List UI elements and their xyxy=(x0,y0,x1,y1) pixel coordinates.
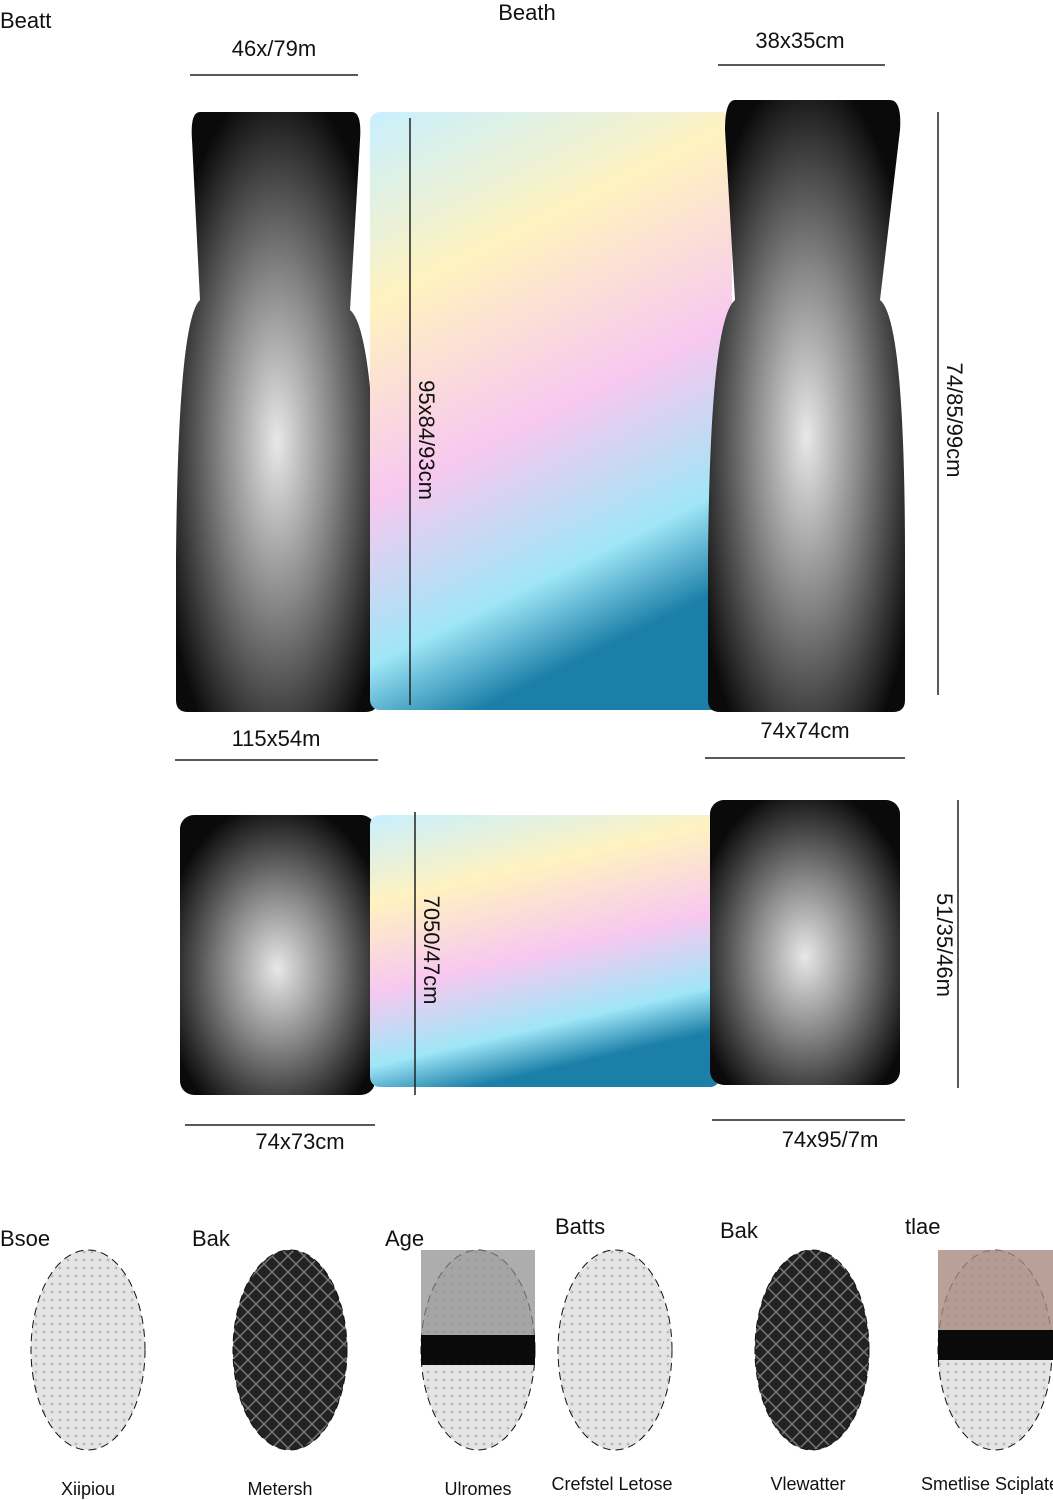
swatch-caption: Metersh xyxy=(247,1479,312,1499)
swatch xyxy=(30,1249,146,1451)
swatch-stripe xyxy=(421,1335,535,1365)
seat-front xyxy=(708,100,905,712)
swatch-title: Batts xyxy=(555,1214,605,1239)
dim-label: 74x73cm xyxy=(255,1129,344,1154)
dim-label: 7050/47cm xyxy=(419,896,444,1005)
backrest-cover xyxy=(370,112,732,710)
swatch-title: tlae xyxy=(905,1214,940,1239)
dim-label: 95x84/93cm xyxy=(414,380,439,500)
dim-label: 46x/79m xyxy=(232,36,316,61)
seat-front xyxy=(176,112,378,712)
swatch-caption: Xiipiou xyxy=(61,1479,115,1499)
swatch-title: Age xyxy=(385,1226,424,1251)
header-left: Beatt xyxy=(0,8,51,33)
dim-label: 38x35cm xyxy=(755,28,844,53)
swatch-title: Bak xyxy=(720,1218,759,1243)
dim-label: 74/85/99cm xyxy=(942,363,967,478)
swatch-caption: Ulromes xyxy=(444,1479,511,1499)
covers xyxy=(176,100,905,1095)
dim-label: 115x54m xyxy=(232,726,321,751)
swatch-top xyxy=(938,1250,1053,1330)
swatch xyxy=(232,1249,348,1451)
header-center: Beath xyxy=(498,0,556,25)
dim-label: 51/35/46m xyxy=(932,893,957,997)
swatch-title: Bsoe xyxy=(0,1226,50,1251)
dim-label: 74x95/7m xyxy=(782,1127,879,1152)
swatch-caption: Smetlise Sciplate xyxy=(921,1474,1053,1494)
swatch xyxy=(557,1249,673,1451)
swatch-top xyxy=(421,1250,535,1335)
dimensions: 46x/79m 38x35cm 95x84/93cm 74/85/99cm 11… xyxy=(175,28,967,1154)
seat-bottom-cover xyxy=(370,815,720,1087)
swatch-caption: Vlewatter xyxy=(770,1474,845,1494)
swatches: Bsoe Bak Age Batts Bak tlae Xiipiou Mete… xyxy=(0,1214,1053,1499)
seat-bottom xyxy=(180,815,375,1095)
swatch-stripe xyxy=(938,1330,1053,1360)
swatch xyxy=(754,1249,870,1451)
seat-bottom xyxy=(710,800,900,1085)
swatch-caption: Crefstel Letose xyxy=(551,1474,672,1494)
dim-label: 74x74cm xyxy=(760,718,849,743)
swatch-title: Bak xyxy=(192,1226,231,1251)
